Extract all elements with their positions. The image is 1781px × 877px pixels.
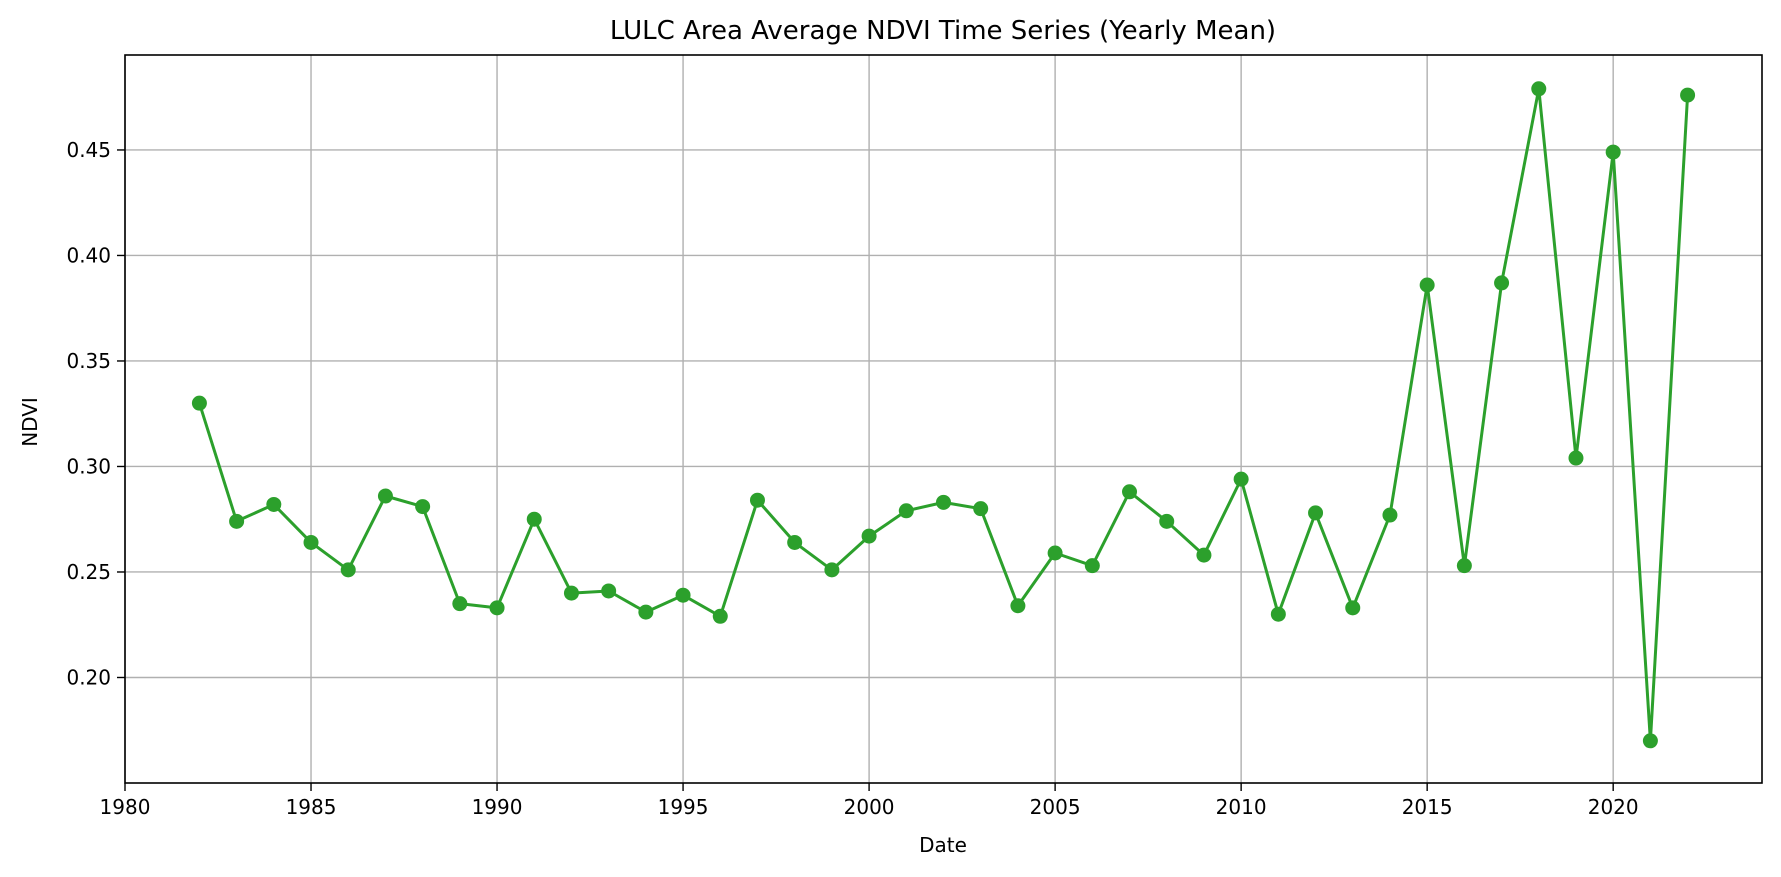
data-point — [191, 395, 207, 411]
data-point — [675, 587, 691, 603]
y-tick-label: 0.40 — [66, 243, 111, 267]
data-point — [638, 604, 654, 620]
grid — [124, 55, 1762, 783]
data-point — [1010, 598, 1026, 614]
data-point — [898, 503, 914, 519]
data-point — [563, 585, 579, 601]
y-tick-label: 0.30 — [66, 454, 111, 478]
data-point — [1047, 545, 1063, 561]
data-point — [1122, 484, 1138, 500]
data-point — [824, 562, 840, 578]
data-point — [489, 600, 505, 616]
data-point — [1456, 558, 1472, 574]
data-point — [1382, 507, 1398, 523]
x-tick-label: 2010 — [1216, 795, 1267, 819]
data-point — [936, 494, 951, 510]
x-tick-label: 1990 — [472, 795, 523, 819]
data-point — [1308, 505, 1324, 521]
x-tick-label: 2005 — [1030, 795, 1081, 819]
x-axis-label: Date — [919, 833, 967, 857]
x-tick-label: 2000 — [844, 795, 895, 819]
x-tick-label: 1995 — [658, 795, 709, 819]
axis-ticks: 1980 1985 1990 1995 2000 2005 2010 2015 2020 0.20… — [66, 138, 1638, 819]
series-ndvi — [191, 81, 1696, 749]
y-tick-label: 0.35 — [66, 349, 111, 373]
x-tick-label: 1980 — [100, 795, 151, 819]
data-point — [1568, 450, 1584, 466]
x-tick-label: 1985 — [286, 795, 337, 819]
data-point — [1419, 277, 1435, 293]
data-point — [526, 511, 542, 527]
data-point — [1084, 558, 1100, 574]
data-point — [1531, 81, 1547, 97]
data-point — [1159, 513, 1175, 529]
data-point — [787, 534, 803, 550]
y-tick-label: 0.20 — [66, 665, 111, 689]
data-point — [712, 608, 728, 624]
data-point — [749, 492, 765, 508]
chart-title: LULC Area Average NDVI Time Series (Year… — [610, 16, 1276, 46]
x-tick-label: 2015 — [1402, 795, 1453, 819]
plot-frame — [124, 54, 1763, 784]
y-tick-label: 0.45 — [66, 138, 111, 162]
y-tick-label: 0.25 — [66, 560, 111, 584]
data-point — [229, 513, 245, 529]
data-point — [1680, 87, 1696, 103]
data-point — [1270, 606, 1286, 622]
y-axis-label: NDVI — [18, 397, 42, 447]
data-point — [601, 583, 617, 599]
data-point — [1494, 275, 1510, 291]
data-point — [1196, 547, 1212, 563]
x-tick-label: 2020 — [1588, 795, 1639, 819]
data-point — [452, 596, 468, 612]
data-point — [973, 501, 989, 517]
data-point — [1605, 144, 1621, 160]
data-point — [415, 499, 431, 515]
data-point — [1642, 733, 1658, 749]
data-point — [861, 528, 877, 544]
data-point — [340, 562, 356, 578]
data-point — [1345, 600, 1361, 616]
data-point — [377, 488, 393, 504]
data-point — [303, 534, 319, 550]
data-point — [1233, 471, 1249, 487]
data-point — [266, 496, 282, 512]
